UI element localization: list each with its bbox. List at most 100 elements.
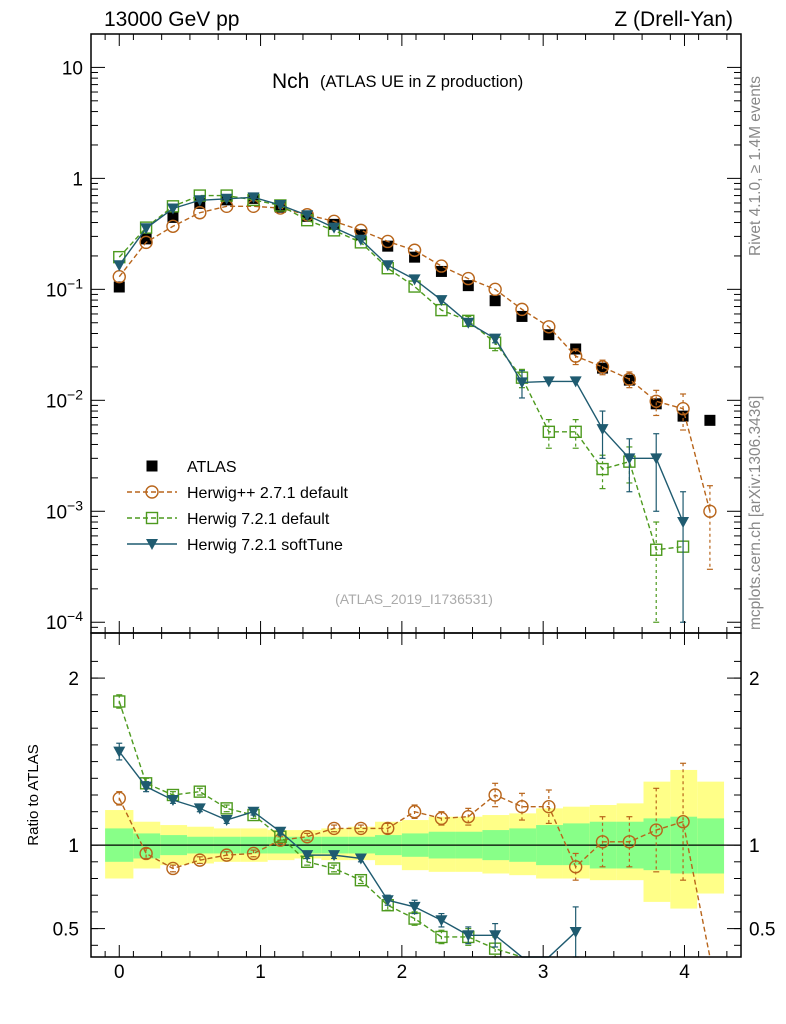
- ratio-point: [462, 930, 475, 942]
- legend-marker: [146, 539, 158, 550]
- ratio-tick-label-left: 2: [68, 669, 79, 690]
- data-point: [676, 402, 690, 416]
- data-point: [488, 282, 502, 297]
- ratio-tick-label-left: 1: [68, 836, 79, 857]
- band-green: [562, 823, 590, 866]
- legend-marker: [145, 511, 159, 525]
- legend-marker: [145, 485, 159, 499]
- ratio-point: [220, 815, 233, 827]
- ratio-point: [489, 930, 502, 942]
- header-right: Z (Drell-Yan): [614, 8, 733, 31]
- x-tick-label: 0: [114, 962, 125, 983]
- ratio-line: [118, 751, 577, 958]
- ratio-bands: [105, 769, 725, 909]
- data-point: [435, 295, 448, 307]
- series-2: [113, 189, 690, 623]
- ratio-point: [327, 821, 341, 836]
- ratio-point: [274, 826, 287, 838]
- data-point: [220, 193, 233, 205]
- data-point: [382, 240, 394, 252]
- y-tick-label: 10: [62, 58, 83, 79]
- data-point: [139, 235, 153, 250]
- data-point: [166, 203, 179, 215]
- ratio-point: [434, 811, 449, 826]
- ratio-tick-label-left: 1: [68, 836, 79, 857]
- rivet-label: Rivet 4.1.0, ≥ 1.4M events: [747, 76, 764, 256]
- data-point: [569, 376, 582, 388]
- y-tick-label: 10−2: [46, 386, 83, 412]
- data-point: [542, 376, 555, 388]
- ratio-point: [193, 853, 207, 867]
- ratio-line: [118, 701, 523, 958]
- ratio-point: [328, 850, 341, 862]
- ratio-point: [193, 803, 206, 815]
- series-line: [118, 194, 684, 551]
- ratio-point: [435, 915, 448, 927]
- ratio-point: [381, 895, 394, 907]
- series-line: [118, 205, 711, 512]
- x-tick-label: 4: [679, 962, 690, 983]
- ratio-tick-label-right: 0.5: [749, 920, 775, 941]
- y-tick-label: 10−1: [46, 275, 83, 301]
- ratio-point: [220, 802, 233, 815]
- ratio-point: [113, 746, 126, 758]
- series-line: [118, 196, 684, 523]
- series-1: [112, 199, 717, 570]
- ratio-point: [246, 846, 261, 861]
- band-green: [643, 818, 671, 871]
- ratio-point: [569, 926, 582, 938]
- data-point: [677, 410, 689, 422]
- header-left: 13000 GeV pp: [104, 8, 240, 31]
- ratio-point: [166, 795, 179, 807]
- data-point: [461, 271, 475, 286]
- mcplots-label: mcplots.cern.ch [arXiv:1306.3436]: [747, 395, 764, 630]
- ratio-point: [139, 846, 153, 861]
- data-point: [622, 372, 637, 386]
- data-point: [516, 310, 528, 322]
- ratio-tick-label-right: 1: [749, 836, 760, 857]
- data-point: [140, 233, 152, 245]
- ratio-point: [301, 850, 314, 862]
- data-point: [434, 259, 449, 273]
- data-point: [381, 260, 394, 272]
- data-point: [596, 424, 609, 436]
- ratio-point: [327, 862, 341, 875]
- x-tick-label: 1: [255, 962, 266, 983]
- ratio-point: [568, 860, 583, 874]
- data-point: [596, 462, 609, 476]
- ratio-point: [219, 848, 234, 862]
- data-point: [543, 329, 555, 341]
- data-point: [515, 377, 528, 389]
- ratio-point: [622, 835, 637, 849]
- legend-label: Herwig 7.2.1 softTune: [187, 537, 343, 554]
- data-point: [677, 517, 690, 529]
- data-point: [193, 195, 206, 207]
- y-tick-label: 10−4: [46, 608, 83, 634]
- analysis-watermark: (ATLAS_2019_I1736531): [335, 591, 493, 607]
- legend-label: Herwig 7.2.1 default: [187, 511, 330, 528]
- band-green: [697, 818, 725, 874]
- data-point: [113, 281, 125, 293]
- data-point: [623, 453, 636, 465]
- ratio-series-1: [112, 762, 711, 958]
- data-point: [569, 425, 582, 439]
- data-point: [568, 349, 583, 363]
- legend-label: ATLAS: [187, 459, 237, 476]
- data-point: [354, 234, 367, 246]
- ratio-point: [300, 830, 314, 844]
- ratio-point: [676, 815, 690, 829]
- ratio-point: [649, 823, 663, 837]
- plot-subtitle: (ATLAS UE in Z production): [320, 73, 523, 91]
- legend-label: Herwig++ 2.7.1 default: [187, 485, 349, 502]
- data-point: [542, 320, 556, 334]
- ratio-point: [113, 695, 126, 708]
- ratio-point: [193, 785, 207, 798]
- data-point: [113, 260, 126, 272]
- data-point: [515, 302, 529, 317]
- data-point: [489, 333, 502, 345]
- data-point: [407, 243, 422, 257]
- data-point: [703, 504, 717, 518]
- ratio-point: [408, 901, 421, 913]
- ratio-point: [140, 781, 153, 793]
